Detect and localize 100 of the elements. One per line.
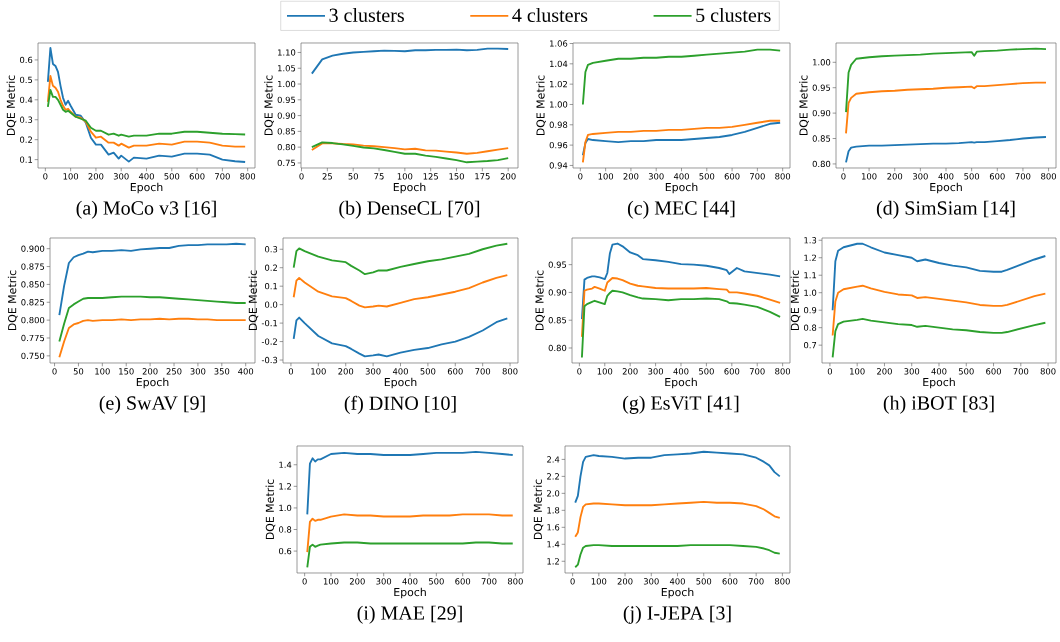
line-series: [292, 316, 509, 358]
y-tick-label: 0.75: [277, 159, 296, 167]
x-axis-title: Epoch: [930, 182, 962, 194]
x-tick-label: 125: [423, 173, 438, 180]
y-tick-label: 1.00: [813, 59, 831, 66]
text: (g) EsViT [41]: [623, 395, 739, 414]
x-tick-label: 700: [215, 173, 230, 180]
x-tick-label: 500: [699, 173, 715, 180]
x-tick-label: 600: [986, 368, 1001, 375]
y-axis-title: DQE Metric: [265, 479, 276, 540]
y-tick-label: 0.80: [277, 143, 296, 151]
line-series: [310, 141, 510, 164]
x-tick-label: 400: [402, 578, 418, 585]
x-axis-title: Epoch: [394, 587, 426, 599]
y-tick-label: 0.4: [20, 96, 33, 103]
y-tick-label: 1.4: [279, 461, 292, 468]
x-tick-label: 200: [500, 173, 516, 180]
x-tick-label: 0: [578, 173, 583, 180]
x-tick-label: 0: [827, 368, 833, 375]
x-tick-label: 0: [43, 173, 48, 180]
x-tick-label: 600: [724, 173, 740, 180]
x-tick-label: 200: [887, 173, 903, 180]
x-tick-label: 700: [1013, 368, 1029, 375]
line-series: [46, 74, 247, 149]
x-tick-label: 400: [673, 173, 689, 180]
y-axis-title: DQE Metric: [533, 479, 544, 540]
x-tick-label: 50: [73, 368, 84, 375]
text: (j) I-JEPA [3]: [623, 605, 731, 624]
y-tick-label: 0.850: [21, 281, 45, 288]
x-tick-label: 800: [1040, 368, 1056, 375]
x-axis-title: Epoch: [661, 587, 694, 599]
y-axis-title: DQE Metric: [535, 270, 545, 331]
x-tick-label: 600: [722, 578, 738, 585]
y-axis-title: DQE Metric: [790, 270, 801, 331]
x-tick-label: 0: [52, 368, 57, 375]
x-tick-label: 0: [302, 578, 307, 585]
x-tick-label: 150: [449, 173, 464, 180]
x-tick-label: 700: [1015, 173, 1031, 180]
x-tick-label: 100: [591, 578, 607, 585]
y-tick-label: 1.2: [804, 254, 816, 261]
line-series: [310, 142, 510, 155]
x-tick-label: 500: [958, 368, 974, 375]
y-tick-label: 1.10: [278, 49, 296, 56]
y-tick-label: 0.900: [21, 245, 45, 252]
text: (h) iBOT [83]: [883, 395, 994, 414]
y-tick-label: 1.04: [550, 60, 568, 68]
y-axis-title: DQE Metric: [6, 75, 17, 136]
text: (c) MEC [44]: [627, 200, 735, 219]
x-tick-label: 100: [850, 368, 865, 375]
y-tick-label: 1.0: [279, 504, 292, 512]
x-axis-title: Epoch: [393, 182, 426, 194]
x-tick-label: 800: [775, 173, 791, 180]
y-tick-label: 0.3: [264, 246, 278, 253]
x-tick-label: 500: [164, 173, 180, 180]
text: (b) DenseCL [70]: [339, 200, 480, 219]
y-tick-label: 2.4: [547, 456, 560, 463]
y-tick-label: 0.6: [20, 56, 33, 64]
x-tick-label: 400: [238, 368, 254, 375]
x-tick-label: 500: [964, 173, 980, 180]
x-tick-label: 100: [861, 173, 877, 180]
y-tick-label: 1.3: [804, 237, 817, 244]
x-tick-label: 25: [322, 173, 332, 180]
y-tick-label: 0.750: [21, 352, 45, 360]
x-axis-title: Epoch: [665, 182, 698, 194]
x-tick-label: 150: [119, 368, 134, 375]
y-tick-label: 2.2: [547, 473, 559, 480]
x-tick-label: 700: [750, 173, 765, 180]
x-tick-label: 200: [349, 578, 365, 585]
x-tick-label: 400: [931, 368, 947, 375]
x-axis-title: Epoch: [665, 377, 697, 389]
y-tick-label: 1.05: [278, 65, 296, 72]
x-axis-title: Epoch: [136, 377, 169, 389]
y-tick-label: 0.85: [548, 317, 567, 324]
x-tick-label: 300: [648, 173, 664, 180]
x-tick-label: 300: [648, 368, 664, 375]
x-tick-label: 800: [775, 368, 791, 375]
y-tick-label: 0.9: [803, 307, 817, 314]
text: (f) DINO [10]: [344, 395, 456, 415]
x-tick-label: 200: [338, 368, 354, 375]
line-series: [574, 450, 781, 504]
x-tick-label: 200: [623, 173, 639, 180]
y-tick-label: 0.8: [278, 526, 292, 533]
x-tick-label: 800: [507, 578, 523, 585]
y-tick-label: 1.02: [550, 80, 567, 88]
y-tick-label: -0.1: [261, 319, 278, 327]
y-tick-label: 0.94: [549, 162, 568, 169]
x-tick-label: 175: [475, 173, 490, 180]
x-tick-label: 500: [428, 578, 444, 585]
line-series: [581, 48, 782, 106]
y-tick-label: 0.2: [20, 136, 32, 143]
text: (i) MAE [29]: [357, 605, 462, 624]
y-tick-label: 0.95: [812, 84, 831, 91]
y-tick-label: 0.1: [20, 156, 33, 163]
x-tick-label: 50: [348, 173, 358, 180]
y-tick-label: 1.6: [547, 524, 560, 531]
y-tick-label: -0.2: [261, 338, 277, 345]
y-tick-label: 0.800: [21, 316, 45, 324]
x-tick-label: 300: [912, 173, 928, 180]
x-tick-label: 400: [669, 578, 685, 585]
x-tick-label: 250: [166, 368, 182, 375]
